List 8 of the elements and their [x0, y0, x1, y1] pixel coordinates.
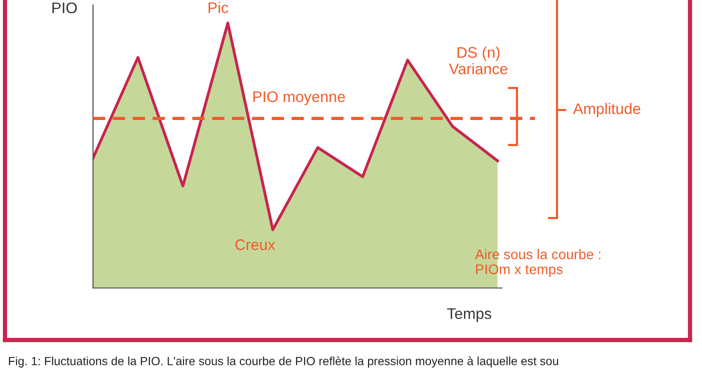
- annotation: Creux: [235, 239, 276, 250]
- annotation: DS (n) Variance: [448, 46, 508, 74]
- y-axis-title: PIO: [52, 2, 77, 14]
- caption: Fig. 1: Fluctuations de la PIO. L'aire sous la courbe de PIO reflète la pression moyenne à laquelle est sou: [8, 356, 558, 368]
- ref-line-label: PIO moyenne: [253, 91, 345, 106]
- text: Amplitude: [573, 102, 640, 118]
- x-axis-title: Temps: [447, 308, 492, 322]
- text: Pic: [208, 2, 228, 14]
